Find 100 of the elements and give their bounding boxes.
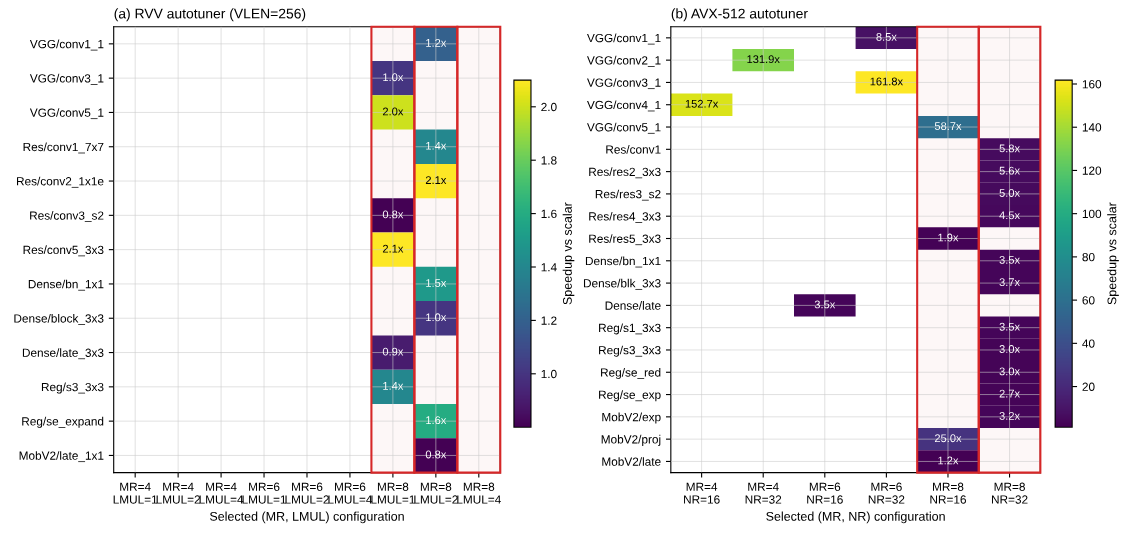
data-label: 1.6x	[426, 416, 447, 425]
y-tick-label: Reg/se_exp	[599, 390, 661, 402]
data-label: 1.4x	[426, 141, 447, 150]
x-tick-label: MR=4 NR=32	[745, 482, 782, 504]
color-bar-label: 1.8	[541, 156, 557, 165]
x-tick-label: MR=6 LMUL=2	[285, 482, 329, 504]
data-label: 152.7x	[685, 99, 719, 108]
x-tick-label: MR=4 LMUL=4	[199, 482, 244, 504]
data-label: 2.1x	[425, 176, 447, 184]
y-tick-label: Res/conv3_s2	[30, 211, 104, 222]
x-tick-label: MR=6 NR=16	[807, 482, 843, 504]
y-tick-label: MobV2/late	[602, 457, 661, 466]
data-label: 3.5x	[999, 255, 1020, 264]
data-label: 3.5x	[814, 300, 836, 309]
y-tick-label: VGG/conv5_1	[29, 108, 104, 120]
data-label: 4.5x	[999, 211, 1020, 220]
data-label: 131.9x	[747, 55, 780, 64]
y-tick-label: Reg/s3_3x3	[599, 345, 661, 357]
color-bar-label: 20	[1082, 382, 1095, 391]
data-label: 1.0x	[383, 73, 404, 82]
data-label: 1.2x	[938, 456, 959, 465]
data-label: 3.5x	[999, 322, 1020, 331]
data-label: 58.7x	[934, 122, 962, 131]
x-tick-label: MR=8 NR=32	[991, 482, 1028, 504]
y-tick-label: MobV2/late_1x1	[19, 451, 104, 463]
color-bar-label: 40	[1082, 339, 1095, 348]
data-label: 1.0x	[426, 313, 447, 322]
x-tick-label: MR=8 LMUL=4	[457, 482, 501, 504]
y-tick-label: VGG/conv5_1	[587, 122, 661, 134]
y-tick-label: Reg/se_red	[601, 367, 661, 379]
color-bar-title: Speedup vs scalar	[1107, 202, 1119, 305]
data-label: 3.7x	[999, 278, 1020, 287]
data-label: 2.0x	[382, 107, 404, 116]
data-label: 3.0x	[999, 367, 1020, 376]
y-tick-label: Res/conv2_1x1e	[17, 176, 104, 188]
color-bar-label: 1.4	[541, 263, 557, 272]
data-label: 1.5x	[426, 279, 447, 287]
data-label: 1.2x	[426, 38, 447, 47]
x-tick-label: MR=8 LMUL=2	[414, 482, 458, 504]
y-tick-label: Dense/late_3x3	[22, 348, 104, 360]
color-bar-label: 1.6	[541, 209, 557, 218]
y-tick-label: Dense/blk_3x3	[583, 278, 661, 290]
x-tick-label: MR=8 LMUL=1	[371, 482, 415, 504]
y-tick-label: Dense/bn_1x1	[28, 279, 104, 291]
y-tick-label: MobV2/proj	[601, 434, 661, 446]
y-tick-label: MobV2/exp	[602, 412, 661, 424]
y-tick-label: VGG/conv1_1	[29, 39, 104, 51]
color-bar-label: 160	[1082, 80, 1102, 89]
data-label: 0.8x	[382, 210, 404, 219]
color-bar-label: 1.2	[541, 316, 557, 325]
color-bar-label: 120	[1082, 166, 1102, 175]
data-label: 0.8x	[425, 450, 447, 459]
y-tick-label: Res/conv1	[606, 145, 661, 154]
y-tick-label: Res/res4_3x3	[589, 211, 661, 223]
y-tick-label: Reg/s1_3x3	[599, 323, 661, 335]
x-tick-label: MR=8 NR=16	[930, 482, 966, 504]
data-label: 8.5x	[876, 32, 897, 41]
x-axis-title: Selected (MR, NR) configuration	[766, 511, 945, 524]
color-bar-label: 2.0	[541, 102, 557, 112]
data-label: 5.8x	[999, 144, 1020, 153]
color-bar-label: 60	[1082, 296, 1095, 305]
data-label: 1.9x	[938, 233, 959, 242]
x-tick-label: MR=6 NR=32	[868, 482, 905, 504]
color-bar-label: 80	[1082, 252, 1095, 262]
data-label: 5.0x	[999, 189, 1020, 197]
color-bar-label: 1.0	[541, 369, 557, 379]
y-tick-label: Res/conv5_3x3	[23, 245, 104, 257]
x-axis-title: Selected (MR, LMUL) configuration	[209, 511, 404, 524]
color-bar-title: Speedup vs scalar	[562, 202, 575, 305]
data-label: 3.2x	[999, 411, 1020, 420]
data-label: 25.0x	[934, 434, 962, 443]
chart-title: (b) AVX-512 autotuner	[671, 8, 808, 22]
data-label: 161.8x	[870, 77, 903, 86]
data-label: 3.0x	[999, 345, 1020, 353]
color-bar-label: 100	[1082, 209, 1102, 219]
y-tick-label: Res/conv1_7x7	[23, 142, 104, 154]
y-tick-label: Res/res2_3x3	[589, 167, 661, 179]
data-label: 2.7x	[999, 389, 1020, 398]
x-tick-label: MR=4 NR=16	[684, 482, 720, 504]
x-tick-label: MR=6 LMUL=4	[328, 482, 373, 504]
y-tick-label: Dense/late	[605, 301, 661, 310]
y-tick-label: Dense/bn_1x1	[585, 256, 661, 268]
y-tick-label: VGG/conv1_1	[587, 33, 661, 45]
data-label: 1.4x	[383, 382, 404, 390]
x-tick-label: MR=6 LMUL=1	[242, 482, 286, 504]
data-label: 2.1x	[382, 244, 404, 253]
chart-title: (a) RVV autotuner (VLEN=256)	[114, 8, 306, 22]
y-tick-label: Reg/se_expand	[22, 416, 104, 428]
x-tick-label: MR=4 LMUL=2	[156, 482, 201, 504]
y-tick-label: VGG/conv2_1	[587, 55, 661, 67]
y-tick-label: Dense/block_3x3	[14, 313, 104, 325]
y-tick-label: Res/res3_s2	[595, 189, 661, 201]
data-label: 5.6x	[999, 166, 1020, 175]
y-tick-label: Res/res5_3x3	[589, 234, 661, 246]
data-label: 0.9x	[382, 347, 404, 356]
y-tick-label: VGG/conv3_1	[29, 73, 104, 85]
y-tick-label: VGG/conv3_1	[587, 78, 661, 90]
x-tick-label: MR=4 LMUL=1	[113, 482, 158, 504]
y-tick-label: Reg/s3_3x3	[41, 382, 104, 394]
color-bar-label: 140	[1082, 123, 1102, 132]
